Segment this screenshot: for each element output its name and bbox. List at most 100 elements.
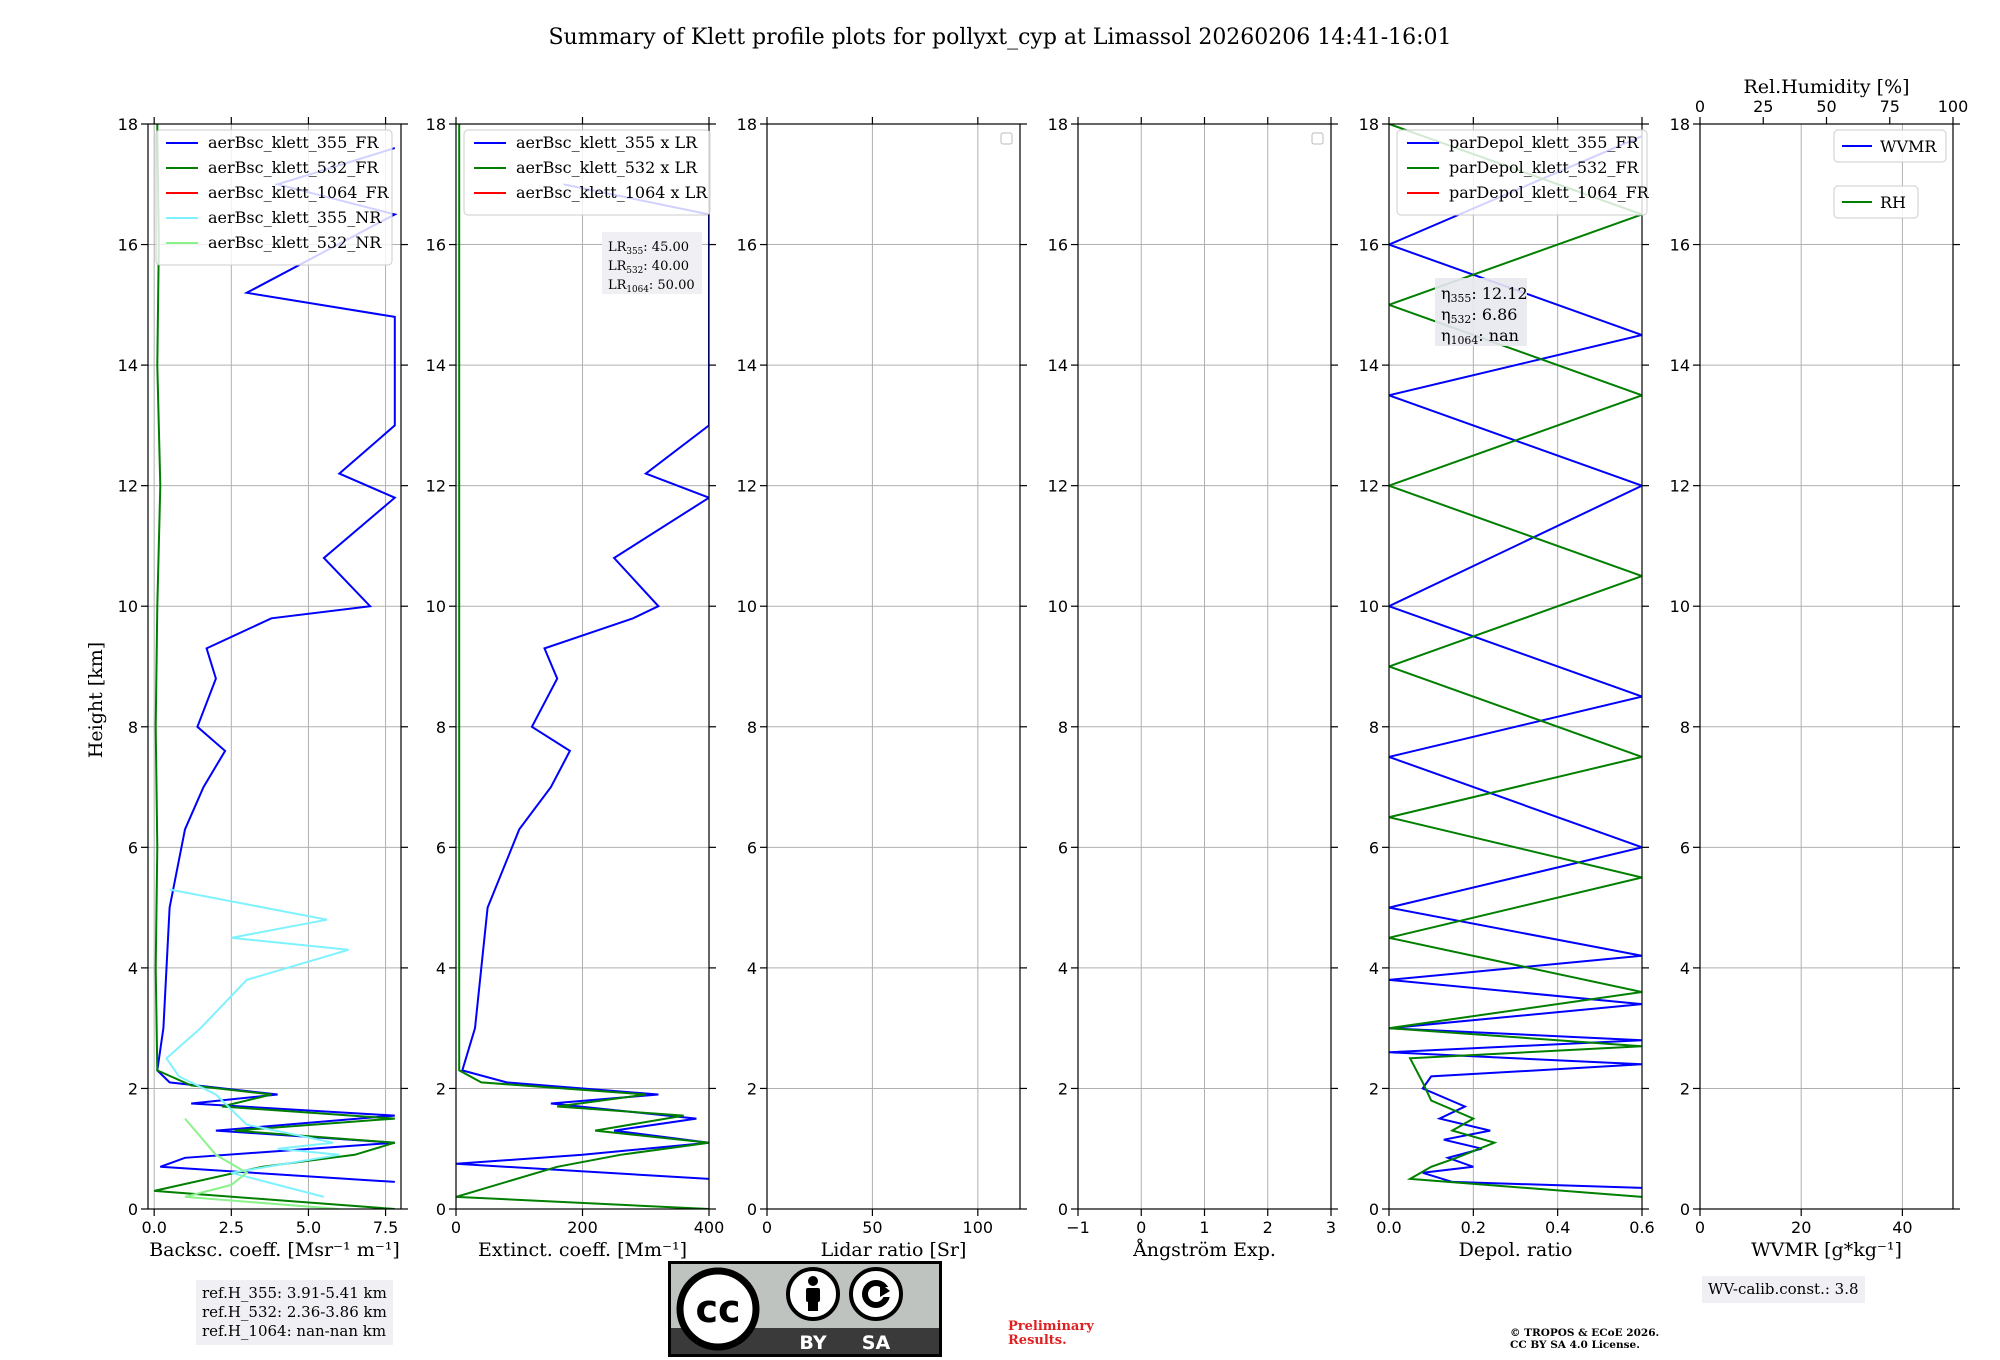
y-tick-label: 16 [1048,236,1068,255]
legend-entry-aerBsc_klett_1064_FR: aerBsc_klett_1064_FR [208,183,390,202]
legend-entry-parDepol_klett_1064_FR: parDepol_klett_1064_FR [1449,183,1650,202]
top-x-tick-label: 100 [1938,97,1969,116]
y-tick-label: 16 [737,236,757,255]
y-tick-label: 4 [128,959,138,978]
y-tick-label: 12 [1359,477,1379,496]
legend-entry-aerBsc_klett_532_NR: aerBsc_klett_532_NR [208,233,382,252]
x-tick-label: 2.5 [219,1218,244,1237]
top-x-tick-label: 25 [1753,97,1773,116]
y-tick-label: 8 [747,718,757,737]
legend-box [1833,129,1947,163]
x-tick-label: 0 [1695,1218,1705,1237]
legend: aerBsc_klett_355 x LR aerBsc_klett_532 x … [463,129,711,216]
eta-value-1: η532: 6.86 [1441,305,1517,326]
y-tick-label: 12 [1048,477,1068,496]
series-line-aerBsc_klett_532_NR [184,1117,340,1209]
x-tick-label: 0.4 [1545,1218,1570,1237]
legend-box [155,129,393,266]
y-tick-label: 4 [1369,959,1379,978]
y-tick-label: 2 [747,1079,757,1098]
series-line-aerBsc_klett_532 x LR [456,124,709,1209]
x-tick-label: 0.6 [1629,1218,1654,1237]
y-tick-label: 6 [436,838,446,857]
series-line-aerBsc_klett_355_NR [165,888,349,1198]
legend-entry-aerBsc_klett_355 x LR: aerBsc_klett_355 x LR [516,133,698,152]
y-tick-label: 2 [1680,1079,1690,1098]
y-tick-label: 18 [737,115,757,134]
axes-frame [1699,123,1954,1210]
legend-WVMR: WVMR [1833,129,1947,163]
top-x-axis-label: Rel.Humidity [%] [1743,76,1909,98]
y-tick-label: 0 [747,1200,757,1219]
y-tick-label: 6 [128,838,138,857]
copyright-note: © TROPOS & ECoE 2026. CC BY SA 4.0 Licen… [1510,1327,1659,1351]
lidar-ratio-1: LR532: 40.00 [608,259,689,276]
y-tick-label: 14 [426,356,446,375]
copyright-line-1: © TROPOS & ECoE 2026. [1510,1327,1660,1339]
legend-entry-WVMR: WVMR [1880,137,1937,156]
y-tick-label: 6 [1680,838,1690,857]
legend-box [1833,185,1919,219]
y-tick-label: 6 [747,838,757,857]
sa-share-alike-icon [849,1267,903,1321]
series-line-aerBsc_klett_355_FR [156,147,398,1183]
y-tick-label: 10 [1670,597,1690,616]
x-tick-label: 2 [1263,1218,1273,1237]
empty-legend-box [1311,132,1324,145]
x-tick-label: 400 [694,1218,725,1237]
y-tick-label: 12 [737,477,757,496]
y-tick-label: 18 [118,115,138,134]
legend-box [1396,129,1648,216]
legend: parDepol_klett_355_FR parDepol_klett_532_… [1396,129,1650,216]
legend-entry-RH: RH [1880,193,1906,212]
x-tick-label: 20 [1791,1218,1811,1237]
top-x-tick-label: 75 [1880,97,1900,116]
axes-frame [1388,123,1643,1210]
x-tick-label: 0 [451,1218,461,1237]
legend-entry-aerBsc_klett_532 x LR: aerBsc_klett_532 x LR [516,158,698,177]
legend-entry-aerBsc_klett_1064 x LR: aerBsc_klett_1064 x LR [516,183,708,202]
panel-wvmr_rh: 0 2 4 6 8 10 12 14 16 18 0 20 40 WVMR [g*kg⁻¹] 0 25 50 75… [1670,76,1969,1261]
y-tick-label: 12 [426,477,446,496]
y-tick-label: 8 [1369,718,1379,737]
y-tick-label: 2 [128,1079,138,1098]
preliminary-line-1: Preliminary [1008,1319,1094,1334]
y-tick-label: 14 [1359,356,1379,375]
panel-extinction: 0 2 4 6 8 10 12 14 16 18 0 200 400 Extinct. coeff. [M… [426,115,725,1261]
x-tick-label: 3 [1326,1218,1336,1237]
lidar-ratio-2: LR1064: 50.00 [608,278,695,295]
y-tick-label: 12 [1670,477,1690,496]
series-line-aerBsc_klett_532_FR [153,124,396,1209]
x-axis-label: WVMR [g*kg⁻¹] [1751,1239,1902,1261]
license-sa-label: SA [862,1332,891,1354]
x-axis-label: Ångström Exp. [1132,1239,1276,1261]
y-tick-label: 4 [747,959,757,978]
preliminary-line-2: Results. [1008,1333,1067,1348]
legend-RH: RH [1833,185,1919,219]
legend-entry-aerBsc_klett_355_NR: aerBsc_klett_355_NR [208,208,382,227]
x-axis-label: Lidar ratio [Sr] [821,1239,967,1261]
panel-depol: 0 2 4 6 8 10 12 14 16 18 0.0 0.2 0.4 0.6 Depol. ratio p… [1359,115,1655,1261]
cc-by-sa-license-badge: cc BY SA [668,1261,942,1357]
x-tick-label: 100 [963,1218,994,1237]
y-tick-label: 10 [737,597,757,616]
y-tick-label: 2 [1058,1079,1068,1098]
x-tick-label: −1 [1066,1218,1090,1237]
legend-entry-aerBsc_klett_355_FR: aerBsc_klett_355_FR [208,133,379,152]
x-tick-label: 40 [1892,1218,1912,1237]
wv-calibration-text: WV-calib.const.: 3.8 [1708,1280,1859,1298]
y-tick-label: 4 [1680,959,1690,978]
preliminary-results-note: Preliminary Results. [1008,1320,1094,1348]
eta-value-0: η355: 12.12 [1441,284,1528,305]
top-x-tick-label: 50 [1816,97,1836,116]
lidar-ratio-0: LR355: 45.00 [608,240,689,257]
license-by-label: BY [799,1332,826,1354]
y-tick-label: 10 [1048,597,1068,616]
ref-height-355: ref.H_355: 3.91-5.41 km [202,1284,387,1302]
y-tick-label: 0 [436,1200,446,1219]
y-tick-label: 16 [118,236,138,255]
legend: aerBsc_klett_355_FR aerBsc_klett_532_FRae… [155,129,393,266]
y-tick-label: 18 [426,115,446,134]
y-tick-label: 0 [1058,1200,1068,1219]
